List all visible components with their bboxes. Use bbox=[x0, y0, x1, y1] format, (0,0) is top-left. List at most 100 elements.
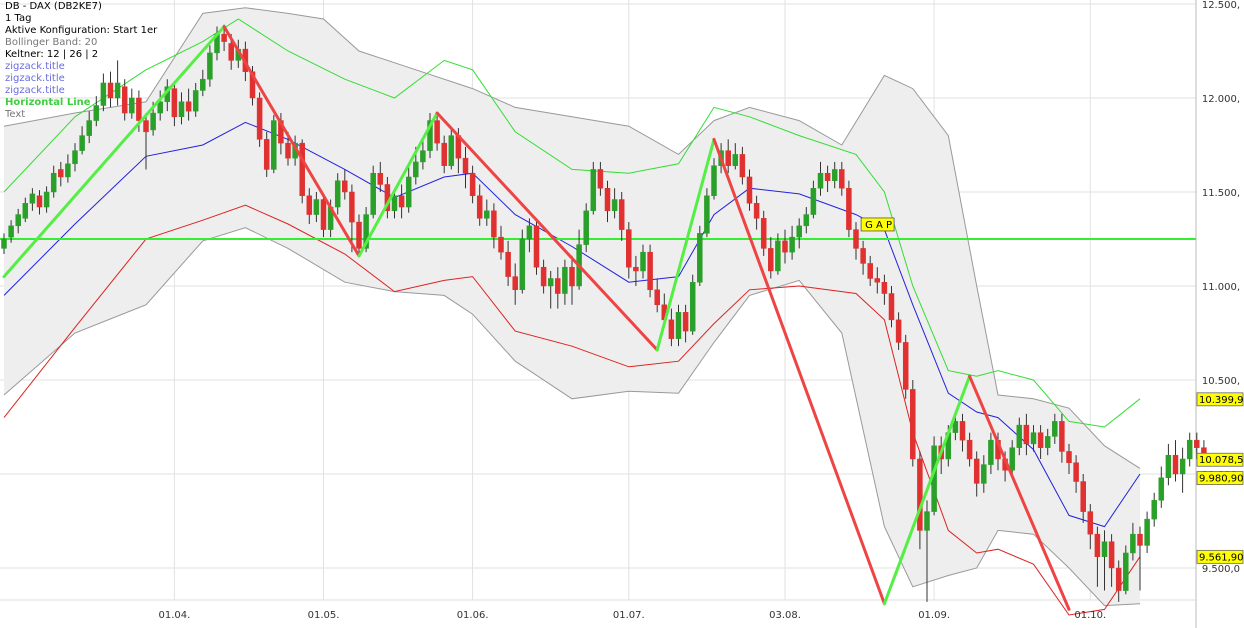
price-tag-label-0: 10.399,90 bbox=[1199, 395, 1244, 406]
candle-body bbox=[874, 278, 881, 283]
zigzag-segment[interactable] bbox=[655, 137, 716, 352]
candle-body bbox=[405, 176, 412, 208]
candle-body bbox=[342, 180, 348, 193]
candle-body bbox=[171, 88, 178, 118]
candle-body bbox=[1186, 439, 1193, 460]
x-axis: 01.04. 01.05. 01.06. 01.07. 03.08. 01.09. 01.1… bbox=[158, 610, 1106, 621]
candle-body bbox=[299, 142, 305, 197]
candle-body bbox=[306, 195, 313, 215]
candle-body bbox=[86, 120, 92, 136]
legend-text[interactable]: Text bbox=[5, 109, 26, 120]
candle-body bbox=[526, 225, 533, 240]
candle-body bbox=[583, 210, 589, 245]
candle-body bbox=[370, 172, 376, 215]
y-axis: 12.500,12.000,11.500,11.000,10.500,10.00… bbox=[1202, 0, 1240, 575]
candle-body bbox=[129, 97, 135, 114]
candle-body bbox=[1094, 533, 1101, 557]
candle-body bbox=[618, 199, 625, 230]
candle-body bbox=[107, 82, 114, 99]
candle-body bbox=[1194, 439, 1200, 448]
candle-body bbox=[1030, 432, 1037, 445]
candle-body bbox=[65, 163, 71, 178]
price-tag-label-3: 9.561,902 bbox=[1199, 552, 1244, 563]
candle-body bbox=[58, 169, 64, 178]
candle-body bbox=[732, 154, 739, 166]
y-tick-label-2: 11.500, bbox=[1202, 188, 1240, 199]
candle-body bbox=[185, 101, 192, 112]
candle-body bbox=[469, 172, 476, 197]
candle-body bbox=[221, 33, 227, 42]
candle-body bbox=[924, 511, 930, 531]
price-tag-box-2 bbox=[1196, 471, 1244, 485]
candle-body bbox=[988, 439, 994, 465]
candle-body bbox=[1108, 541, 1115, 569]
candle-body bbox=[1101, 541, 1108, 557]
price-tags: 10.399,90 10.078,5 9.980,902 9.561,902 bbox=[1196, 392, 1244, 564]
candle-body bbox=[810, 187, 817, 215]
candle-body bbox=[540, 266, 547, 287]
legend-zigzag-2[interactable]: zigzack.title bbox=[5, 73, 65, 84]
candle-body bbox=[846, 187, 852, 230]
legend-zigzag-3[interactable]: zigzack.title bbox=[5, 85, 65, 96]
zigzag-segment[interactable] bbox=[2, 25, 226, 279]
candle-body bbox=[689, 281, 696, 332]
candle-body bbox=[860, 248, 866, 264]
y-tick-label-0: 12.500, bbox=[1202, 0, 1240, 11]
price-tag-label-2: 9.980,902 bbox=[1199, 474, 1244, 485]
candle-body bbox=[597, 169, 604, 189]
candle-body bbox=[952, 421, 959, 433]
candle-body bbox=[831, 169, 838, 181]
price-tag-box-3 bbox=[1196, 549, 1244, 564]
zigzag-segment[interactable] bbox=[882, 374, 972, 606]
candle-body bbox=[888, 293, 895, 321]
candle-body bbox=[725, 150, 731, 166]
candle-body bbox=[973, 458, 980, 484]
candle-body bbox=[512, 276, 518, 291]
keltner-lower bbox=[3, 204, 1141, 616]
candle-body bbox=[1037, 432, 1044, 448]
zigzag-segment[interactable] bbox=[357, 111, 439, 258]
price-tag-box-1 bbox=[1196, 452, 1244, 467]
candle-body bbox=[817, 172, 824, 189]
legend-keltner[interactable]: Keltner: 12 | 26 | 2 bbox=[5, 49, 99, 60]
candle-body bbox=[1151, 500, 1157, 520]
zigzag-segment[interactable] bbox=[435, 111, 659, 352]
zigzag-segment[interactable] bbox=[222, 25, 361, 258]
candle-body bbox=[505, 251, 511, 277]
candle-body bbox=[1179, 458, 1186, 475]
candle-body bbox=[590, 169, 597, 212]
candle-body bbox=[1115, 567, 1122, 591]
candle-body bbox=[1172, 454, 1179, 475]
candle-body bbox=[796, 225, 802, 238]
y-tick-label-1: 12.000, bbox=[1202, 94, 1240, 105]
candle-body bbox=[334, 180, 341, 208]
candle-body bbox=[228, 43, 234, 61]
candle-body bbox=[910, 389, 916, 460]
candle-body bbox=[491, 210, 497, 238]
bollinger-lower bbox=[3, 227, 1141, 607]
zigzag-lines bbox=[2, 25, 1071, 611]
candle-body bbox=[917, 458, 923, 531]
candle-body bbox=[79, 135, 85, 151]
legend-config: Aktive Konfiguration: Start 1er bbox=[5, 25, 158, 36]
candle-body bbox=[853, 229, 859, 249]
zigzag-segment[interactable] bbox=[712, 137, 886, 606]
candle-body bbox=[178, 101, 185, 118]
legend-horizontal-line[interactable]: Horizontal Line bbox=[5, 97, 91, 108]
zigzag-segment[interactable] bbox=[968, 374, 1071, 611]
legend-bollinger[interactable]: Bollinger Band: 20 bbox=[5, 37, 98, 48]
candle-body bbox=[604, 187, 611, 212]
candle-body bbox=[143, 120, 149, 133]
gap-marker: G A P bbox=[860, 217, 895, 232]
candle-body bbox=[704, 195, 710, 234]
candle-body bbox=[498, 236, 504, 253]
candle-body bbox=[434, 120, 440, 144]
candle-body bbox=[263, 139, 270, 170]
legend-zigzag-1[interactable]: zigzack.title bbox=[5, 61, 65, 72]
candle-body bbox=[697, 233, 703, 283]
candle-body bbox=[29, 193, 36, 204]
candle-body bbox=[349, 191, 355, 223]
candle-body bbox=[647, 251, 653, 291]
candle-body bbox=[391, 195, 398, 212]
candle-body bbox=[760, 218, 767, 249]
